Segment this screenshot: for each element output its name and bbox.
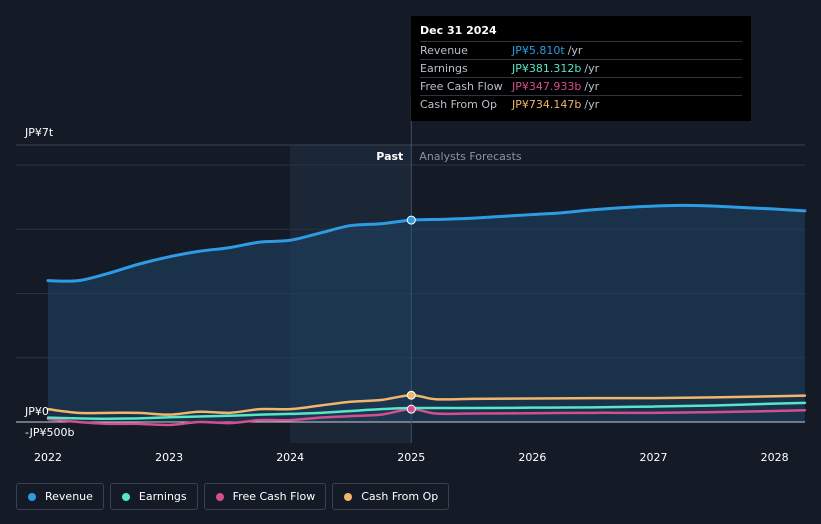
x-tick-label: 2026 (518, 451, 546, 464)
past-label: Past (376, 150, 403, 163)
legend-label: Earnings (138, 490, 187, 503)
tooltip-label: Revenue (420, 44, 468, 57)
tooltip-value: JP¥381.312b (512, 62, 582, 75)
x-tick-label: 2027 (640, 451, 668, 464)
tooltip-row-free-cash-flow: Free Cash Flow JP¥347.933b /yr (420, 77, 742, 95)
legend: Revenue Earnings Free Cash Flow Cash Fro… (16, 483, 450, 510)
tooltip-label: Cash From Op (420, 98, 498, 111)
legend-item-earnings[interactable]: Earnings (109, 483, 198, 510)
revenue-area (48, 205, 805, 422)
tooltip-value: JP¥347.933b (512, 80, 582, 93)
legend-label: Cash From Op (361, 490, 439, 503)
cash-from-op-line (46, 393, 807, 416)
y-tick-label: JP¥0 (24, 405, 49, 418)
tooltip-row-revenue: Revenue JP¥5.810t /yr (420, 41, 742, 59)
tooltip-label: Earnings (420, 62, 468, 75)
tooltip-value: JP¥5.810t (512, 44, 565, 57)
cash-from-op-marker (406, 390, 416, 400)
cash-from-op-dot-icon (344, 492, 353, 501)
y-tick-label: -JP¥500b (25, 426, 74, 439)
earnings-line (46, 401, 807, 420)
legend-item-cash-from-op[interactable]: Cash From Op (332, 483, 450, 510)
x-tick-label: 2028 (761, 451, 789, 464)
tooltip-row-earnings: Earnings JP¥381.312b /yr (420, 59, 742, 77)
earnings-dot-icon (121, 492, 130, 501)
tooltip-row-cash-from-op: Cash From Op JP¥734.147b /yr (420, 95, 742, 113)
free-cash-flow-dot-icon (215, 492, 224, 501)
free-cash-flow-marker (406, 404, 416, 414)
revenue-dot-icon (28, 492, 36, 501)
tooltip-unit: /yr (584, 98, 600, 111)
tooltip-unit: /yr (584, 80, 600, 93)
x-tick-label: 2024 (276, 451, 304, 464)
x-tick-label: 2023 (155, 451, 183, 464)
legend-label: Free Cash Flow (232, 490, 316, 503)
legend-label: Revenue (45, 490, 93, 503)
revenue-marker (406, 215, 416, 225)
tooltip-value: JP¥734.147b (512, 98, 582, 111)
tooltip: Dec 31 2024 Revenue JP¥5.810t /yr Earnin… (411, 16, 751, 121)
revenue-line (46, 203, 807, 283)
tooltip-label: Free Cash Flow (420, 80, 503, 93)
tooltip-date: Dec 31 2024 (420, 24, 497, 37)
legend-item-revenue[interactable]: Revenue (16, 483, 104, 510)
free-cash-flow-line (46, 407, 807, 427)
x-tick-label: 2022 (34, 451, 62, 464)
tooltip-unit: /yr (584, 62, 600, 75)
legend-item-free-cash-flow[interactable]: Free Cash Flow (203, 483, 327, 510)
y-tick-label: JP¥7t (24, 126, 54, 139)
forecast-label: Analysts Forecasts (419, 150, 522, 163)
x-tick-label: 2025 (397, 451, 425, 464)
tooltip-unit: /yr (567, 44, 583, 57)
